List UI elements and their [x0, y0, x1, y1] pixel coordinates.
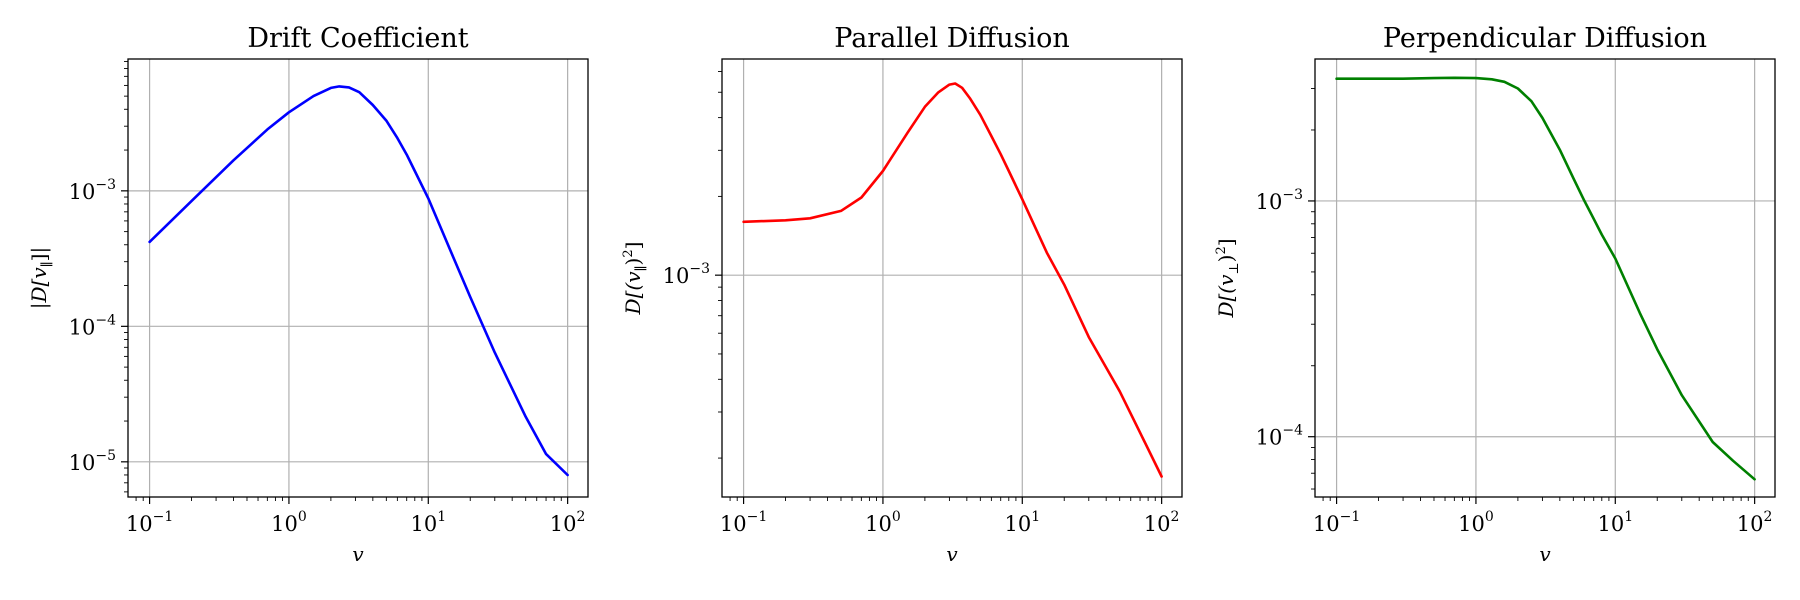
chart-panel-1: 10−1 100 101 102 10−5 10−4 10−3 Drift Coefficie… — [27, 23, 589, 566]
chart-title: Parallel Diffusion — [834, 23, 1070, 54]
y-tick-label: 10−5 — [69, 448, 116, 475]
series-line-1 — [1335, 76, 1756, 481]
chart-panel-3: 10−1 100 101 102 10−4 10−3 Perpendicular Diffu… — [1214, 23, 1776, 566]
y-tick-label: 10−3 — [1256, 187, 1303, 214]
y-tick-label: 10−4 — [1256, 423, 1303, 450]
x-tick-label: 10−1 — [126, 509, 173, 536]
x-tick-label: 100 — [271, 509, 307, 536]
x-tick-label: 100 — [1458, 509, 1494, 536]
x-axis-label: v — [352, 542, 364, 566]
y-tick-label: 10−3 — [69, 177, 116, 204]
x-tick-label: 10−1 — [720, 509, 767, 536]
x-tick-label: 102 — [1737, 509, 1773, 536]
y-axis-label: D[(v∥)2] — [621, 242, 649, 316]
plot-frame — [127, 58, 589, 498]
chart-title: Drift Coefficient — [247, 23, 468, 54]
chart-panel-2: 10−1 100 101 102 10−3 Parallel Diffusion v D[(v… — [621, 23, 1183, 566]
x-tick-label: 101 — [1597, 509, 1633, 536]
plot-frame — [1314, 58, 1776, 498]
chart-title: Perpendicular Diffusion — [1383, 23, 1707, 54]
y-tick-label: 10−4 — [69, 312, 116, 339]
x-tick-label: 102 — [1144, 509, 1180, 536]
x-tick-label: 10−1 — [1313, 509, 1360, 536]
x-tick-label: 101 — [1004, 509, 1040, 536]
x-axis-label: v — [1539, 542, 1551, 566]
y-axis-label: |D[v∥]| — [27, 247, 55, 309]
y-axis-label: D[(v⊥)2] — [1214, 238, 1242, 318]
plot-frame — [721, 58, 1183, 498]
series-line-1 — [148, 85, 569, 477]
x-axis-label: v — [946, 542, 958, 566]
x-tick-label: 100 — [865, 509, 901, 536]
y-tick-label: 10−3 — [663, 261, 710, 288]
x-tick-label: 102 — [550, 509, 586, 536]
x-tick-label: 101 — [410, 509, 446, 536]
series-line-1 — [742, 82, 1163, 478]
